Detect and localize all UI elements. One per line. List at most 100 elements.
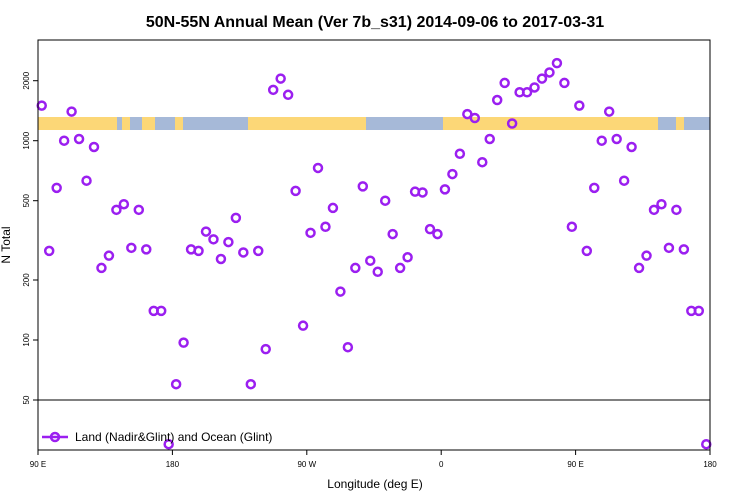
land-ocean-band bbox=[38, 117, 710, 130]
land-band-segment bbox=[38, 117, 117, 130]
data-point bbox=[141, 244, 152, 255]
data-point bbox=[656, 198, 667, 210]
data-point bbox=[618, 175, 630, 186]
data-point bbox=[678, 244, 690, 255]
data-point bbox=[536, 73, 548, 84]
data-point bbox=[193, 245, 204, 257]
data-point bbox=[402, 252, 413, 263]
x-axis-label: Longitude (deg E) bbox=[327, 477, 422, 491]
data-point bbox=[73, 133, 85, 145]
data-points bbox=[36, 57, 712, 450]
y-axis-label: N Total bbox=[0, 226, 13, 263]
data-point bbox=[693, 305, 705, 317]
data-point bbox=[589, 182, 600, 194]
land-band-segment bbox=[175, 117, 183, 130]
data-point bbox=[96, 262, 107, 274]
data-point bbox=[163, 438, 174, 450]
data-point bbox=[350, 262, 361, 274]
data-point bbox=[43, 245, 55, 257]
data-point bbox=[521, 87, 533, 98]
data-point bbox=[282, 89, 294, 101]
y-tick-label: 500 bbox=[22, 193, 31, 207]
data-point bbox=[335, 286, 346, 297]
data-point bbox=[253, 245, 264, 257]
data-point bbox=[275, 73, 286, 84]
y-tick-label: 1000 bbox=[22, 131, 31, 149]
data-point bbox=[499, 77, 510, 89]
data-point bbox=[126, 242, 137, 254]
y-axis: 50 100 200 500 1000 2000 bbox=[22, 71, 38, 404]
data-point bbox=[432, 228, 443, 240]
data-point bbox=[379, 195, 391, 206]
x-tick-label: 90 E bbox=[567, 460, 583, 469]
data-point bbox=[529, 82, 540, 93]
y-tick-label: 200 bbox=[22, 273, 31, 287]
data-point bbox=[357, 181, 369, 192]
data-point bbox=[663, 242, 675, 254]
data-point bbox=[133, 204, 145, 216]
plot-frame bbox=[37, 39, 711, 451]
data-point bbox=[477, 156, 488, 168]
data-point bbox=[447, 168, 458, 180]
data-point bbox=[641, 250, 652, 261]
data-point bbox=[491, 94, 503, 106]
x-tick-label: 180 bbox=[703, 460, 717, 469]
data-point bbox=[417, 187, 428, 198]
data-point bbox=[58, 135, 70, 146]
data-point bbox=[305, 227, 316, 239]
data-point bbox=[223, 236, 234, 248]
data-point bbox=[633, 262, 645, 274]
data-point bbox=[327, 202, 339, 214]
data-point bbox=[178, 337, 189, 348]
data-point bbox=[611, 133, 622, 145]
data-point bbox=[551, 57, 563, 69]
data-point bbox=[290, 185, 301, 197]
chart-title: 50N-55N Annual Mean (Ver 7b_s31) 2014-09… bbox=[146, 14, 604, 31]
data-point bbox=[544, 67, 555, 78]
legend: Land (Nadir&Glint) and Ocean (Glint) bbox=[42, 430, 272, 444]
land-band-segment bbox=[142, 117, 155, 130]
x-tick-label: 90 E bbox=[30, 460, 46, 469]
data-point bbox=[260, 343, 271, 355]
data-point bbox=[387, 228, 398, 240]
data-point bbox=[230, 212, 242, 224]
data-point bbox=[200, 226, 212, 237]
data-point bbox=[574, 100, 585, 111]
x-tick-label: 0 bbox=[439, 460, 444, 469]
data-point bbox=[81, 175, 92, 186]
data-point bbox=[365, 255, 376, 266]
data-point bbox=[245, 378, 257, 390]
data-point bbox=[439, 184, 451, 195]
data-point bbox=[454, 148, 466, 160]
x-axis: 90 E 180 90 W 0 90 E 180 bbox=[30, 450, 717, 469]
legend-marker-icon bbox=[49, 431, 61, 443]
data-point bbox=[671, 204, 682, 216]
data-point bbox=[267, 84, 279, 96]
data-point bbox=[581, 245, 593, 257]
data-point bbox=[603, 106, 615, 117]
land-band-segment bbox=[443, 117, 658, 130]
data-point bbox=[111, 204, 122, 216]
data-point bbox=[170, 378, 182, 390]
data-point bbox=[155, 305, 167, 317]
data-point bbox=[208, 234, 219, 245]
data-point bbox=[394, 262, 406, 274]
data-point bbox=[559, 77, 570, 89]
data-point bbox=[424, 223, 436, 235]
data-point bbox=[36, 100, 47, 111]
y-tick-label: 100 bbox=[22, 333, 31, 347]
y-tick-label: 50 bbox=[22, 395, 31, 404]
data-point bbox=[297, 320, 309, 331]
x-tick-label: 180 bbox=[166, 460, 180, 469]
data-point bbox=[648, 204, 660, 216]
data-point bbox=[372, 266, 383, 278]
data-point bbox=[88, 141, 100, 153]
data-point bbox=[103, 250, 115, 261]
y-tick-label: 2000 bbox=[22, 71, 31, 89]
data-point bbox=[51, 182, 62, 194]
data-point bbox=[320, 221, 331, 233]
data-point bbox=[484, 133, 495, 145]
data-point bbox=[469, 112, 481, 124]
x-tick-label: 90 W bbox=[297, 460, 316, 469]
